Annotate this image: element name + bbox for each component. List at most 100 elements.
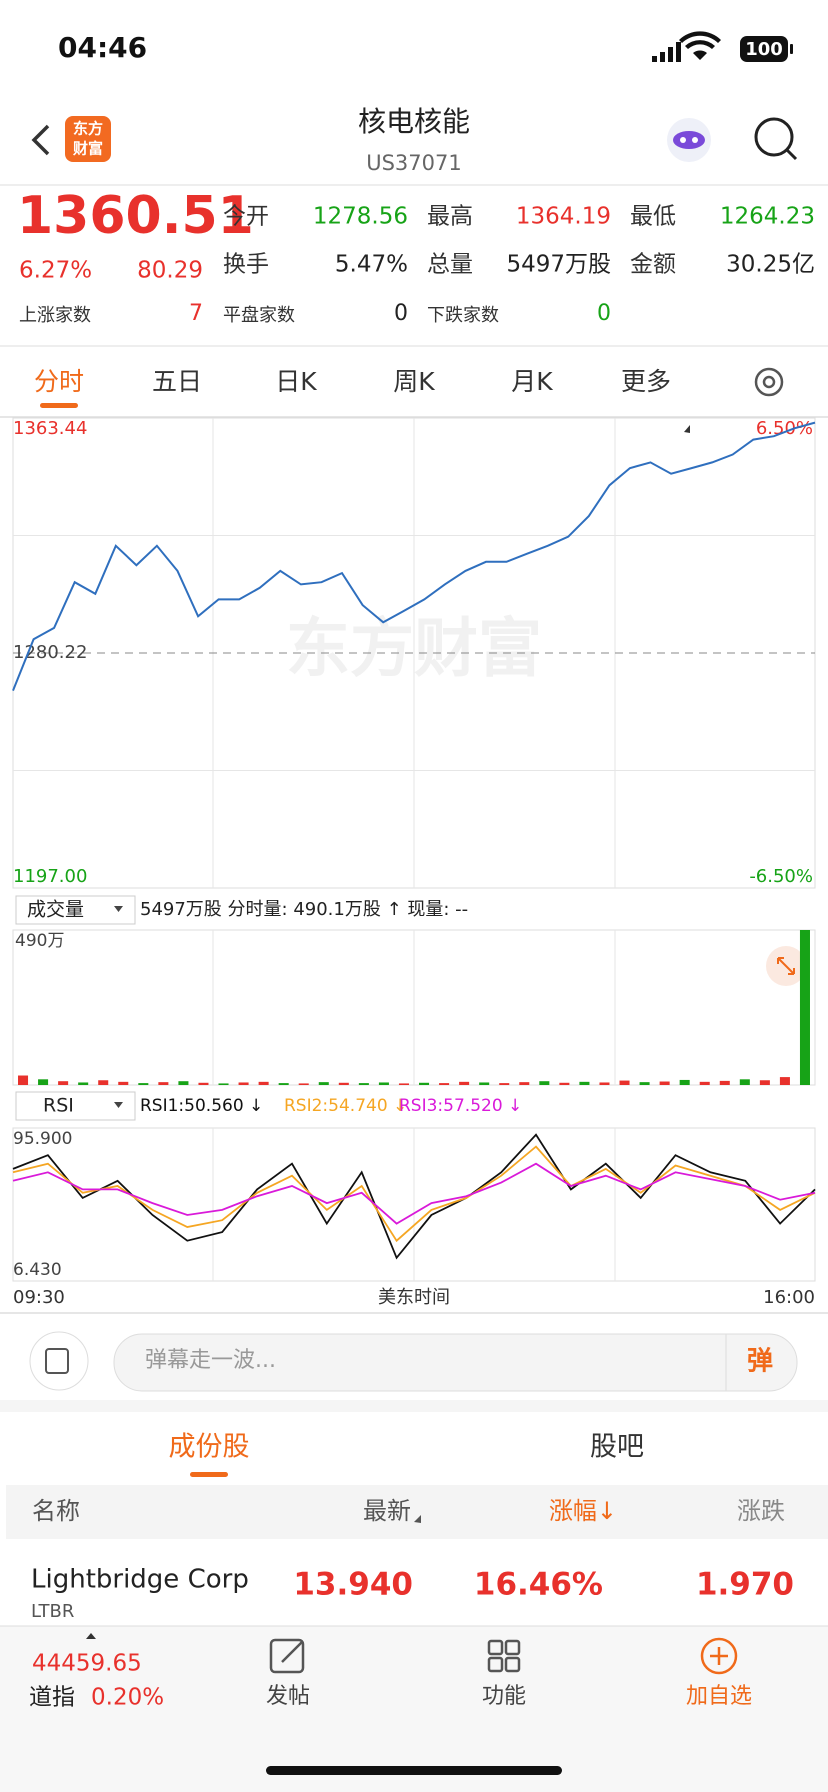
volume-bar: [499, 1083, 510, 1085]
post-icon[interactable]: [269, 1638, 305, 1674]
column-header[interactable]: 涨跌: [737, 1497, 785, 1525]
volume-bar: [98, 1080, 109, 1085]
volume-bar: [338, 1082, 349, 1085]
y-tick-label: 1280.22: [13, 642, 87, 663]
action-label[interactable]: 功能: [482, 1684, 526, 1709]
field-label: 总量: [427, 252, 473, 278]
section-tab[interactable]: 成份股: [169, 1432, 250, 1463]
volume-summary: 5497万股 分时量: 490.1万股 ↑ 现量: --: [140, 899, 468, 920]
count-value: 7: [189, 301, 203, 326]
bottom-bar: [0, 1626, 828, 1792]
volume-bar: [158, 1082, 169, 1085]
status-time: 04:46: [58, 31, 147, 64]
count-value: 0: [394, 301, 408, 326]
column-header[interactable]: 涨幅↓: [549, 1497, 617, 1525]
volume-bar: [439, 1083, 450, 1085]
stock-change: 1.970: [696, 1567, 794, 1603]
functions-icon[interactable]: [487, 1639, 521, 1673]
column-header[interactable]: 最新: [363, 1497, 411, 1525]
volume-bar: [679, 1079, 690, 1085]
y-tick-label: 95.900: [13, 1129, 72, 1149]
index-pct: 0.20%: [91, 1685, 164, 1711]
y-tick-label: 6.50%: [756, 418, 813, 439]
y-tick-label: -6.50%: [749, 866, 813, 887]
volume-bar: [258, 1081, 269, 1085]
field-value: 1278.56: [313, 204, 408, 230]
tab-underline: [190, 1472, 228, 1477]
volume-bar: [719, 1080, 730, 1085]
field-label: 换手: [223, 252, 269, 278]
search-icon[interactable]: [754, 117, 798, 161]
indicator-name: 成交量: [27, 899, 84, 921]
logo: [65, 116, 111, 162]
volume-bar: [479, 1082, 490, 1085]
stock-code: US37071: [366, 151, 462, 175]
sort-arrow: [414, 1515, 421, 1523]
volume-bar: [739, 1079, 750, 1085]
volume-bar: [218, 1083, 229, 1085]
volume-bar: [318, 1082, 329, 1085]
spacer: [0, 1400, 828, 1412]
section-tab[interactable]: 股吧: [590, 1432, 644, 1463]
field-value: 1264.23: [720, 204, 815, 230]
y-tick-label: 6.430: [13, 1260, 62, 1280]
period-tab[interactable]: 五日: [152, 367, 202, 396]
legend-entry: RSI1:50.560 ↓: [140, 1096, 263, 1116]
index-name: 道指: [29, 1685, 75, 1711]
volume-bar: [378, 1082, 389, 1085]
page-title: 核电核能: [358, 105, 470, 138]
volume-bar: [619, 1080, 630, 1085]
volume-bar: [599, 1082, 610, 1085]
volume-bar: [579, 1081, 590, 1085]
volume-bar: [78, 1082, 89, 1085]
volume-bar: [118, 1081, 129, 1085]
count-value: 0: [597, 301, 611, 326]
comment-input[interactable]: [113, 1333, 798, 1392]
count-label: 下跌家数: [427, 305, 499, 326]
volume-bar: [198, 1082, 209, 1085]
indicator-select[interactable]: [15, 1091, 136, 1121]
expand-icon[interactable]: [766, 946, 806, 986]
period-tab[interactable]: 日K: [275, 367, 317, 396]
stock-change-pct: 16.46%: [474, 1567, 603, 1603]
indicator-select[interactable]: [15, 895, 136, 925]
add-watch-icon[interactable]: [700, 1637, 738, 1675]
danmaku-list-icon[interactable]: [29, 1331, 89, 1391]
field-label: 今开: [223, 204, 269, 230]
settings-icon[interactable]: [754, 367, 784, 397]
action-label[interactable]: 发帖: [266, 1684, 310, 1709]
home-indicator: [266, 1766, 562, 1775]
back-button[interactable]: [31, 124, 50, 156]
volume-bar: [699, 1081, 710, 1085]
period-tab[interactable]: 月K: [511, 367, 553, 396]
field-value: 5.47%: [335, 252, 408, 278]
action-label[interactable]: 加自选: [686, 1684, 752, 1709]
volume-bar: [419, 1082, 430, 1085]
quote-fields: 今开 1278.56 最高 1364.19 最低 1264.23 换手 5.47% 总量 5497…: [19, 204, 815, 327]
data-line: [12, 1162, 816, 1225]
legend-entry: RSI3:57.520 ↓: [399, 1096, 522, 1116]
field-value: 5497万股: [506, 252, 611, 278]
assistant-icon[interactable]: [667, 118, 711, 162]
column-header: 名称: [32, 1497, 80, 1525]
volume-bar: [298, 1083, 309, 1085]
expand-arrow[interactable]: [86, 1633, 96, 1639]
last-price: 1360.51: [17, 186, 254, 246]
volume-bar: [759, 1080, 770, 1085]
stock-code: LTBR: [31, 1601, 74, 1622]
volume-bar: [278, 1083, 289, 1085]
logo-text: 东方: [73, 120, 103, 138]
time-label: 16:00: [763, 1287, 815, 1308]
danmaku-button[interactable]: 弹: [747, 1347, 773, 1377]
index-value[interactable]: 44459.65: [32, 1651, 142, 1677]
change-value: 80.29: [137, 258, 203, 284]
field-label: 最低: [630, 204, 676, 230]
period-tab[interactable]: 分时: [34, 367, 84, 396]
period-tab[interactable]: 更多: [621, 367, 671, 396]
time-label: 美东时间: [378, 1287, 450, 1308]
period-tab[interactable]: 周K: [393, 367, 435, 396]
change-pct: 6.27%: [19, 258, 92, 284]
stock-name[interactable]: Lightbridge Corp: [31, 1565, 249, 1595]
data-line: [12, 421, 816, 691]
